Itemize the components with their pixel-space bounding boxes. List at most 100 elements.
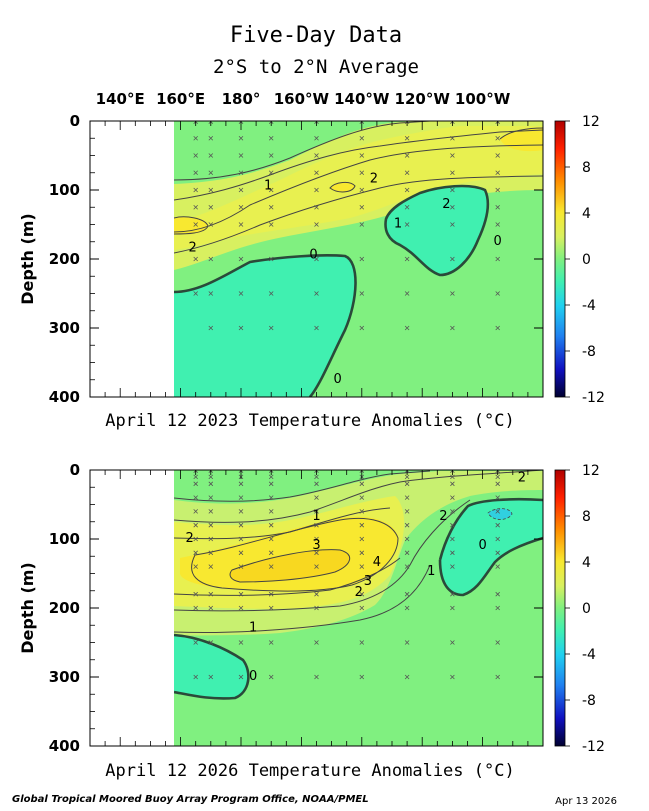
buoy-marker bbox=[238, 495, 244, 500]
negative-anomaly-deep bbox=[174, 255, 356, 397]
buoy-marker bbox=[268, 536, 274, 542]
panel-title: April 12 2026 Temperature Anomalies (°C) bbox=[105, 761, 514, 781]
buoy-marker bbox=[450, 204, 455, 210]
buoy-marker bbox=[495, 135, 500, 141]
buoy-marker bbox=[208, 509, 214, 514]
buoy-marker bbox=[359, 135, 365, 141]
buoy-marker bbox=[404, 153, 410, 158]
buoy-marker bbox=[268, 170, 274, 176]
negative-anomaly-west bbox=[174, 635, 249, 699]
contour-label: 2 bbox=[189, 241, 197, 256]
buoy-marker bbox=[404, 550, 410, 556]
buoy-marker bbox=[404, 325, 410, 331]
buoy-marker bbox=[495, 591, 500, 597]
buoy-marker bbox=[208, 550, 214, 556]
buoy-marker bbox=[208, 674, 214, 680]
buoy-marker bbox=[208, 495, 214, 500]
buoy-marker bbox=[208, 135, 214, 141]
buoy-marker bbox=[495, 291, 500, 296]
buoy-marker bbox=[238, 591, 244, 597]
buoy-marker bbox=[495, 481, 500, 487]
buoy-marker bbox=[208, 291, 214, 296]
buoy-marker bbox=[314, 550, 319, 556]
buoy-marker bbox=[193, 536, 198, 542]
colorbar-tick-label: 0 bbox=[582, 252, 591, 268]
buoy-marker bbox=[268, 674, 274, 680]
longitude-label: 140°E bbox=[96, 90, 145, 108]
negative-anomaly-east bbox=[385, 186, 488, 275]
colorbar-tick-label: -8 bbox=[582, 693, 596, 709]
buoy-marker bbox=[208, 325, 214, 331]
buoy-marker bbox=[193, 509, 198, 514]
buoy-marker bbox=[208, 640, 214, 645]
buoy-marker bbox=[495, 522, 500, 528]
buoy-marker bbox=[450, 564, 455, 569]
warm-core-central bbox=[330, 182, 355, 192]
buoy-marker bbox=[268, 187, 274, 193]
buoy-marker bbox=[193, 291, 198, 296]
buoy-marker bbox=[238, 674, 244, 680]
contour-label: 2 bbox=[442, 197, 450, 212]
buoy-marker bbox=[314, 474, 319, 480]
buoy-marker bbox=[238, 605, 244, 611]
buoy-marker bbox=[450, 291, 455, 296]
buoy-marker bbox=[450, 222, 455, 227]
y-tick-label: 300 bbox=[49, 319, 80, 337]
buoy-marker bbox=[359, 204, 365, 210]
colorbar-ticks: 12 8 4 0 -4 -8 -12 bbox=[565, 114, 605, 406]
buoy-marker bbox=[314, 640, 319, 645]
buoy-marker bbox=[314, 204, 319, 210]
buoy-marker bbox=[495, 674, 500, 680]
y-tick-label: 400 bbox=[49, 737, 80, 755]
buoy-marker bbox=[208, 204, 214, 210]
buoy-marker bbox=[404, 135, 410, 141]
y-axis-label: Depth (m) bbox=[18, 213, 37, 305]
buoy-marker bbox=[238, 222, 244, 227]
colorbar-tick-label: -4 bbox=[582, 647, 596, 663]
buoy-marker bbox=[238, 481, 244, 487]
footer-credit: Global Tropical Moored Buoy Array Progra… bbox=[12, 794, 369, 805]
buoy-marker bbox=[193, 591, 198, 597]
buoy-marker bbox=[495, 187, 500, 193]
buoy-marker bbox=[193, 222, 198, 227]
buoy-marker bbox=[450, 153, 455, 158]
buoy-marker bbox=[314, 170, 319, 176]
buoy-marker bbox=[359, 550, 365, 556]
y-tick-label: 100 bbox=[49, 530, 80, 548]
x-axis-ticks bbox=[104, 470, 529, 746]
buoy-marker bbox=[193, 170, 198, 176]
buoy-marker bbox=[404, 481, 410, 487]
buoy-marker bbox=[314, 536, 319, 542]
buoy-marker bbox=[359, 325, 365, 331]
buoy-marker bbox=[268, 640, 274, 645]
contour-label: 2 bbox=[439, 509, 447, 524]
buoy-marker bbox=[495, 495, 500, 500]
contour-label: 1 bbox=[264, 179, 272, 194]
buoy-marker bbox=[359, 605, 365, 611]
buoy-marker bbox=[193, 187, 198, 193]
buoy-marker bbox=[314, 325, 319, 331]
buoy-marker bbox=[238, 135, 244, 141]
buoy-marker bbox=[404, 522, 410, 528]
y-tick-label: 0 bbox=[70, 112, 80, 130]
buoy-marker bbox=[208, 564, 214, 569]
longitude-label: 160°E bbox=[156, 90, 205, 108]
y-tick-label: 300 bbox=[49, 668, 80, 686]
contour-label: 1 bbox=[427, 564, 435, 579]
y-tick-label: 200 bbox=[49, 250, 80, 268]
buoy-marker bbox=[404, 640, 410, 645]
buoy-marker bbox=[268, 495, 274, 500]
buoy-marker bbox=[450, 522, 455, 528]
buoy-marker bbox=[238, 291, 244, 296]
contour-label: 2 bbox=[370, 172, 378, 187]
buoy-marker bbox=[359, 291, 365, 296]
y-tick-label: 400 bbox=[49, 388, 80, 406]
buoy-marker bbox=[208, 605, 214, 611]
buoy-marker bbox=[208, 170, 214, 176]
warm-core-west bbox=[174, 216, 208, 234]
contour-label: 1 bbox=[249, 621, 257, 636]
buoy-marker bbox=[359, 222, 365, 227]
buoy-marker bbox=[495, 204, 500, 210]
